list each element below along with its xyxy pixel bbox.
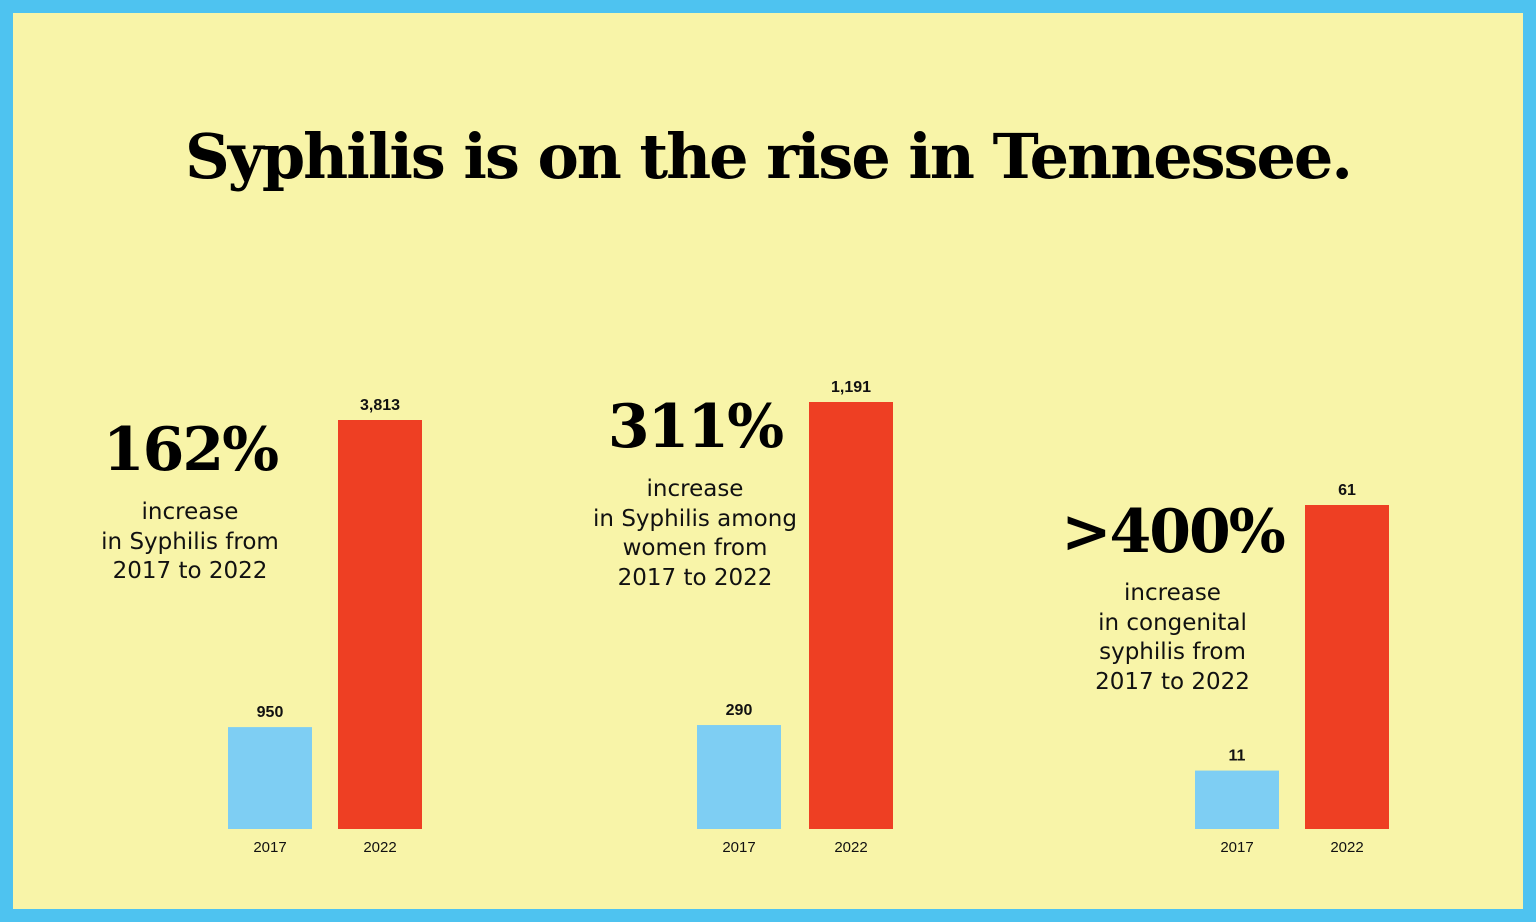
- desc-line: women from: [622, 535, 768, 561]
- x-tick-label: 2022: [363, 839, 396, 856]
- bar-value-label: 950: [257, 704, 284, 721]
- stat-percent-women: 311%: [607, 392, 784, 462]
- desc-line: 2017 to 2022: [1095, 668, 1250, 695]
- bar-value-label: 290: [726, 702, 753, 719]
- desc-line: 2017 to 2022: [112, 558, 268, 584]
- bar-women-2022: [809, 402, 893, 829]
- bar-value-label: 3,813: [360, 397, 400, 414]
- desc-line: 2017 to 2022: [617, 564, 773, 591]
- bar-women-2017: [697, 725, 781, 829]
- x-tick-label: 2017: [722, 839, 755, 856]
- stat-description-women: increase in Syphilis among women from 20…: [555, 475, 835, 593]
- desc-line: in Syphilis from: [101, 528, 279, 555]
- bar-value-label: 11: [1229, 748, 1246, 765]
- stat-description-congenital: increase in congenital syphilis from 201…: [1040, 579, 1305, 697]
- bar-congenital-2017: [1195, 770, 1279, 829]
- bar-value-label: 61: [1338, 482, 1356, 499]
- bar-total-2017: [228, 727, 312, 829]
- stat-percent-congenital: >400%: [1061, 497, 1286, 567]
- x-tick-label: 2022: [1330, 839, 1363, 856]
- desc-line: syphilis from: [1099, 639, 1246, 665]
- x-tick-label: 2022: [834, 839, 867, 856]
- desc-line: increase: [141, 499, 239, 525]
- desc-line: in congenital: [1098, 609, 1247, 636]
- stat-percent-total: 162%: [102, 415, 279, 485]
- stat-description-total: increase in Syphilis from 2017 to 2022: [60, 498, 320, 587]
- bar-value-label: 1,191: [831, 379, 871, 396]
- desc-line: in Syphilis among: [593, 505, 797, 532]
- desc-line: increase: [646, 476, 744, 502]
- x-tick-label: 2017: [253, 839, 286, 856]
- bar-total-2022: [338, 420, 422, 829]
- desc-line: increase: [1124, 580, 1221, 606]
- page-title: Syphilis is on the rise in Tennessee.: [185, 120, 1353, 193]
- bar-congenital-2022: [1305, 505, 1389, 829]
- x-tick-label: 2017: [1220, 839, 1253, 856]
